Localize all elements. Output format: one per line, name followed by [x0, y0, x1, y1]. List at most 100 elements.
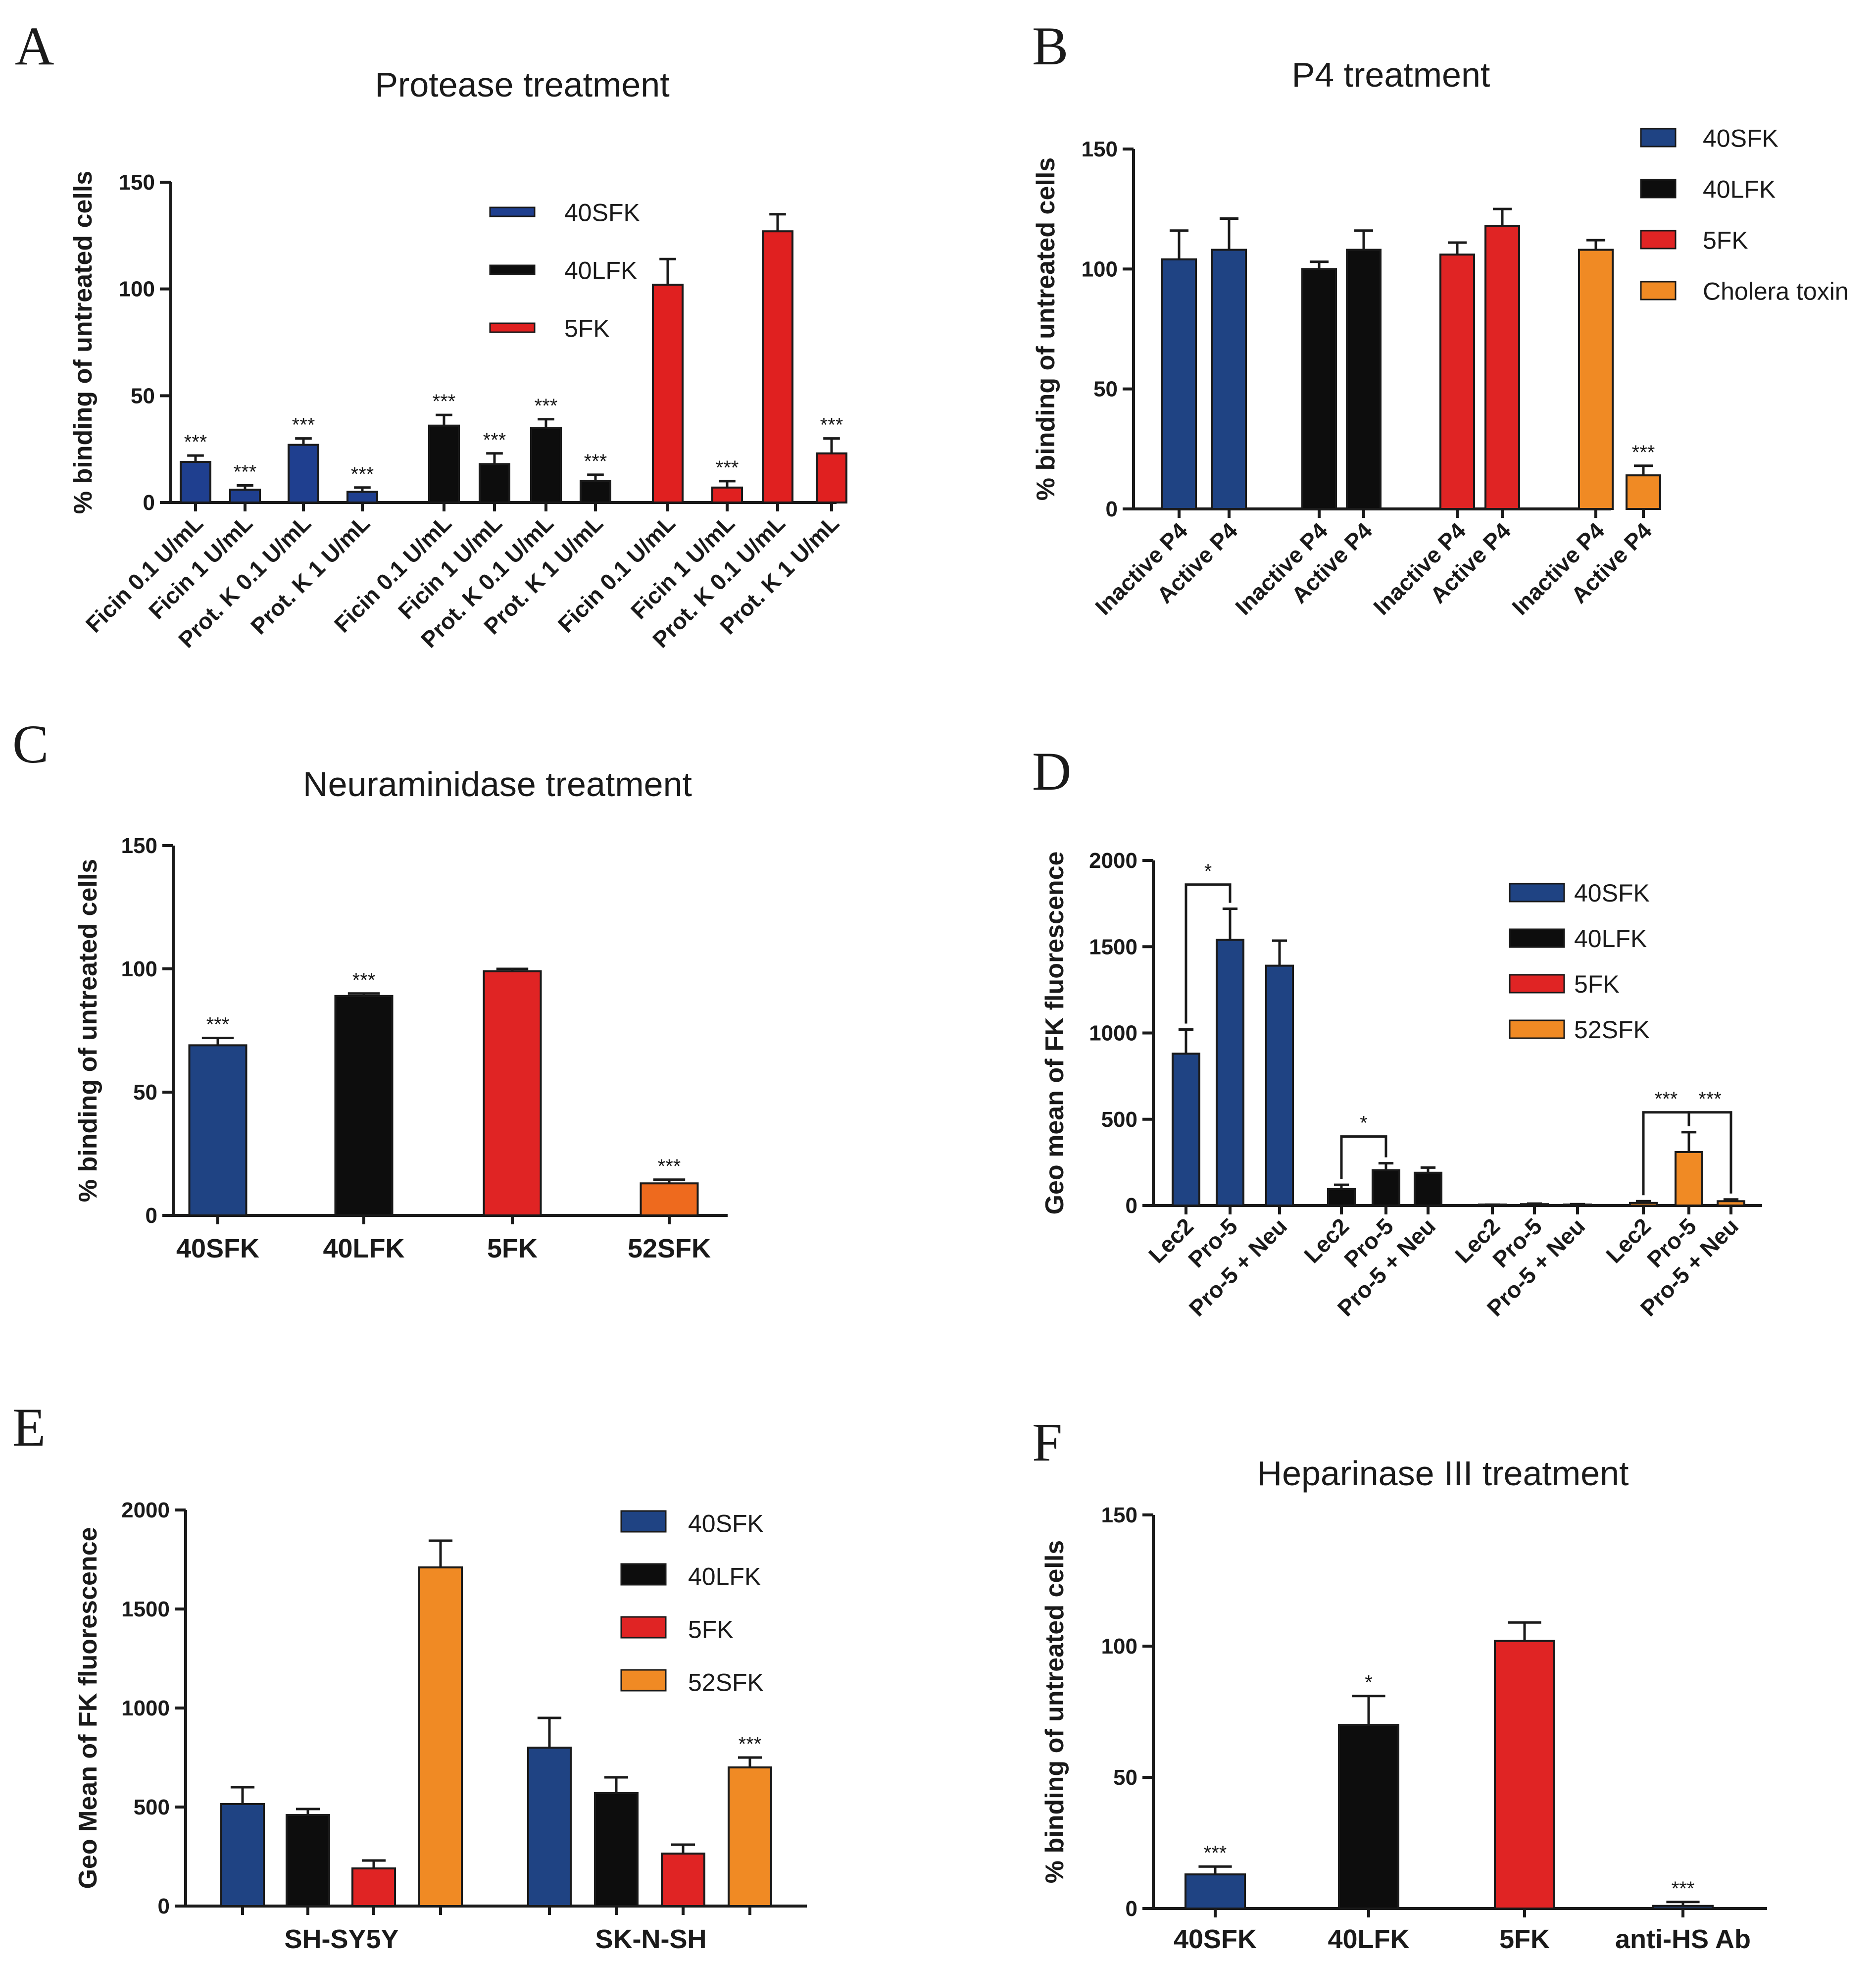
significance-label: *** [184, 431, 207, 453]
bar-40lfk [1338, 1724, 1399, 1910]
bar-5fk [816, 452, 847, 503]
x-tick-label: 5FK [1499, 1924, 1550, 1954]
legend-label: 40LFK [1574, 925, 1647, 953]
bar-40sfk [346, 491, 378, 504]
legend-swatch [489, 206, 536, 217]
significance-label: *** [292, 414, 315, 436]
bar-5fk [762, 230, 793, 503]
bar-40sfk [527, 1747, 572, 1907]
bar-5fk [711, 486, 743, 503]
y-axis-label: Geo Mean of FK fluorescence [74, 1527, 102, 1889]
legend-label: 40LFK [564, 257, 637, 285]
significance-bracket [1340, 1135, 1387, 1179]
legend-label: 40SFK [1703, 125, 1778, 152]
bar-40lfk [428, 424, 460, 503]
legend-swatch [620, 1616, 667, 1639]
y-tick-label: 1000 [121, 1696, 170, 1720]
bar-40lfk [580, 480, 611, 503]
y-tick-label: 1000 [1089, 1021, 1137, 1046]
y-axis-label: % binding of untreated cells [74, 859, 102, 1202]
x-tick-label: 40LFK [323, 1234, 404, 1263]
significance-label: *** [234, 461, 257, 483]
chart-panel-b: B P4 treatment % binding of untreated cell… [1032, 16, 1849, 620]
bar-5fk [1484, 225, 1520, 510]
significance-label: * [1365, 1672, 1373, 1694]
legend-swatch [620, 1669, 667, 1692]
bar-40sfk [288, 444, 319, 503]
x-tick-label: 52SFK [628, 1234, 711, 1263]
legend-label: 52SFK [688, 1669, 764, 1697]
bar-52sfk [640, 1182, 699, 1217]
significance-label: *** [1672, 1878, 1695, 1900]
y-tick-label: 150 [121, 834, 157, 858]
legend-label: 5FK [564, 315, 610, 343]
y-tick-label: 0 [143, 491, 155, 515]
bar-40lfk [594, 1792, 639, 1907]
significance-label: *** [739, 1733, 762, 1755]
chart-title: Heparinase III treatment [1257, 1454, 1629, 1493]
chart-title: P4 treatment [1292, 55, 1490, 94]
x-group-label: SK-N-SH [595, 1924, 707, 1954]
significance-label: *** [1204, 1842, 1227, 1864]
bar-5fk [1439, 253, 1475, 510]
legend-label: 40LFK [1703, 176, 1776, 203]
y-axis-label: % binding of untreated cells [1032, 157, 1060, 501]
significance-label: *** [433, 391, 456, 412]
bar-40lfk [1327, 1188, 1356, 1207]
y-tick-label: 100 [1082, 257, 1118, 281]
bar-5fk [661, 1853, 705, 1907]
chart-panel-c: C Neuraminidase treatment % binding of unt… [12, 714, 728, 1263]
bar-40lfk [479, 463, 510, 503]
bar-52sfk [418, 1566, 463, 1907]
x-tick-label: 5FK [487, 1234, 538, 1263]
y-tick-label: 50 [133, 1080, 157, 1105]
panel-label: A [15, 16, 54, 76]
legend-swatch [1640, 128, 1677, 148]
panel-label: D [1032, 741, 1071, 802]
y-tick-label: 1500 [1089, 935, 1137, 959]
significance-label: *** [584, 451, 607, 472]
bar-40lfk [334, 995, 394, 1217]
y-tick-label: 100 [1101, 1634, 1137, 1659]
y-tick-label: 0 [1106, 497, 1118, 521]
y-tick-label: 2000 [121, 1498, 170, 1522]
panel-label: E [12, 1397, 46, 1458]
bar-cholera-toxin [1626, 474, 1661, 510]
bracket-significance-label: * [1360, 1112, 1368, 1134]
y-tick-label: 150 [1082, 137, 1118, 161]
legend-swatch [620, 1510, 667, 1533]
bar-cholera-toxin [1578, 249, 1614, 510]
legend-label: 52SFK [1574, 1016, 1650, 1044]
y-tick-label: 1500 [121, 1597, 170, 1621]
y-tick-label: 2000 [1089, 849, 1137, 873]
significance-label: *** [716, 457, 739, 479]
y-tick-label: 150 [1101, 1503, 1137, 1527]
panel-label: B [1032, 16, 1068, 76]
bar-40sfk [1265, 964, 1294, 1207]
significance-bracket [1185, 883, 1232, 1024]
bar-40sfk [1185, 1873, 1246, 1910]
bar-40lfk [1301, 268, 1337, 510]
significance-label: *** [351, 463, 374, 485]
legend-swatch [1640, 230, 1677, 250]
bar-40sfk [188, 1044, 247, 1216]
bar-52sfk [1629, 1202, 1658, 1207]
x-tick-label: 40LFK [1328, 1924, 1409, 1954]
y-tick-label: 50 [1113, 1765, 1137, 1790]
legend-label: 5FK [1574, 970, 1620, 998]
bar-52sfk [728, 1766, 772, 1907]
chart-panel-f: F Heparinase III treatment % binding of un… [1032, 1412, 1767, 1954]
significance-label: *** [483, 429, 506, 451]
significance-label: *** [535, 395, 558, 417]
y-tick-label: 0 [158, 1894, 170, 1918]
legend-label: 5FK [688, 1616, 734, 1644]
y-tick-label: 50 [1093, 377, 1118, 402]
y-axis-label: Geo mean of FK fluorescence [1040, 852, 1069, 1215]
y-tick-label: 0 [146, 1204, 157, 1228]
bar-40sfk [220, 1803, 265, 1907]
significance-label: *** [206, 1013, 230, 1035]
y-tick-label: 500 [1101, 1107, 1137, 1132]
legend-label: 5FK [1703, 227, 1748, 254]
legend-swatch [489, 322, 536, 333]
